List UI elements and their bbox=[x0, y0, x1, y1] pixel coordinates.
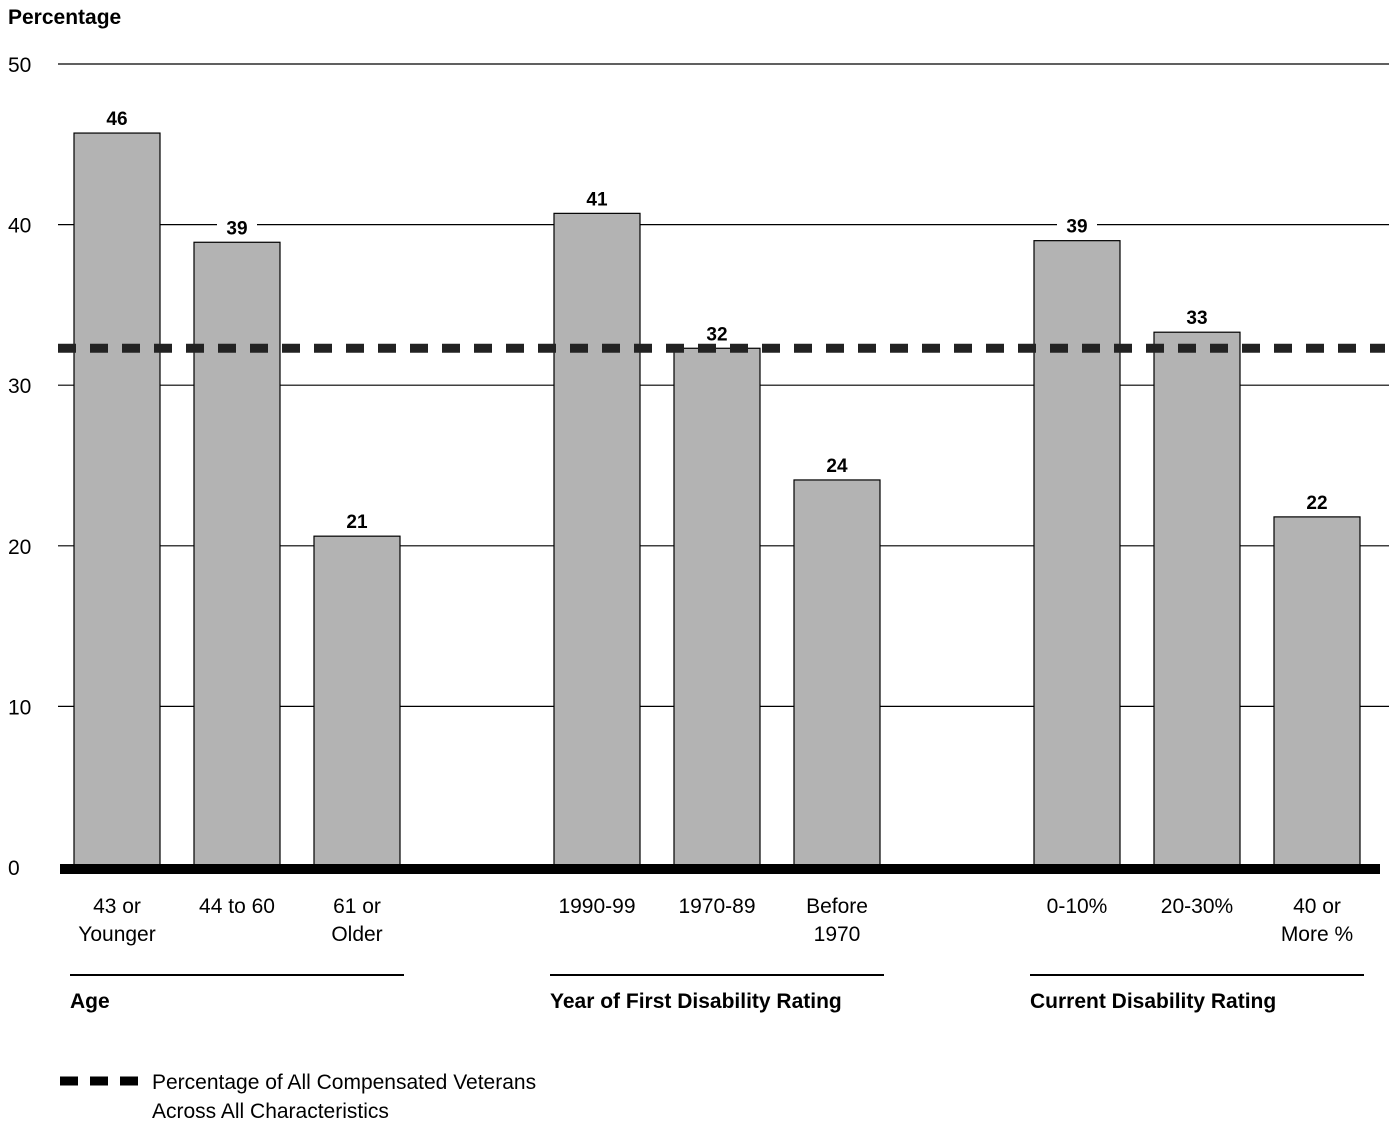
category-label: 1990-99 bbox=[558, 895, 635, 918]
value-label-bg bbox=[217, 216, 257, 239]
category-label: 40 or bbox=[1293, 895, 1341, 918]
y-tick-label: 10 bbox=[8, 696, 31, 719]
legend: Percentage of All Compensated Veterans A… bbox=[60, 1071, 536, 1123]
value-label-bg bbox=[577, 187, 617, 210]
value-label: 46 bbox=[106, 109, 127, 130]
value-label-bg bbox=[337, 510, 377, 533]
group-label: Year of First Disability Rating bbox=[550, 990, 842, 1013]
value-label-bg bbox=[817, 453, 857, 476]
y-tick-label: 30 bbox=[8, 375, 31, 398]
value-label: 24 bbox=[826, 456, 848, 477]
y-tick-label: 50 bbox=[8, 54, 31, 77]
value-label: 33 bbox=[1186, 308, 1207, 329]
category-label: 0-10% bbox=[1047, 895, 1108, 918]
category-label-line2: Older bbox=[331, 923, 382, 946]
legend-text-line1: Percentage of All Compensated Veterans bbox=[152, 1071, 536, 1094]
y-tick-label: 20 bbox=[8, 536, 31, 559]
bar bbox=[1273, 516, 1361, 868]
bar bbox=[553, 212, 641, 868]
bar bbox=[73, 132, 161, 868]
value-label: 21 bbox=[346, 512, 368, 533]
bar bbox=[1033, 240, 1121, 868]
category-label-line2: More % bbox=[1281, 923, 1353, 946]
y-axis-label: Percentage bbox=[8, 6, 121, 29]
y-tick-label: 0 bbox=[8, 857, 20, 880]
value-label: 22 bbox=[1306, 493, 1327, 514]
group-label: Age bbox=[70, 990, 110, 1013]
bar bbox=[673, 347, 761, 868]
bar bbox=[793, 479, 881, 868]
value-label-bg bbox=[1057, 214, 1097, 237]
category-label: 43 or bbox=[93, 895, 141, 918]
category-label-line2: 1970 bbox=[814, 923, 861, 946]
value-label-bg bbox=[697, 322, 737, 345]
y-tick-label: 40 bbox=[8, 215, 31, 238]
category-label: Before bbox=[806, 895, 868, 918]
value-label-bg bbox=[97, 107, 137, 130]
y-tick-labels: 0 10 20 30 40 50 bbox=[8, 54, 31, 880]
bars: 46 39 21 41 32 24 39 33 22 bbox=[73, 107, 1361, 868]
x-axis-baseline bbox=[60, 864, 1380, 874]
legend-text-line2: Across All Characteristics bbox=[152, 1100, 389, 1123]
category-label: 61 or bbox=[333, 895, 381, 918]
bar bbox=[1153, 331, 1241, 868]
value-label: 32 bbox=[706, 324, 727, 345]
category-label: 20-30% bbox=[1161, 895, 1233, 918]
bar bbox=[313, 535, 401, 868]
category-label: 44 to 60 bbox=[199, 895, 275, 918]
bar bbox=[193, 241, 281, 868]
value-label: 39 bbox=[226, 218, 247, 239]
value-label-bg bbox=[1297, 490, 1337, 513]
value-label: 39 bbox=[1066, 217, 1087, 238]
category-label: 1970-89 bbox=[678, 895, 755, 918]
group-labels: Age Year of First Disability Rating Curren… bbox=[70, 974, 1364, 1013]
value-label: 41 bbox=[586, 189, 608, 210]
group-label: Current Disability Rating bbox=[1030, 990, 1276, 1013]
category-label-line2: Younger bbox=[78, 923, 155, 946]
value-label-bg bbox=[1177, 306, 1217, 329]
category-labels: 43 or Younger 44 to 60 61 or Older 1990-99 197… bbox=[78, 895, 1353, 946]
